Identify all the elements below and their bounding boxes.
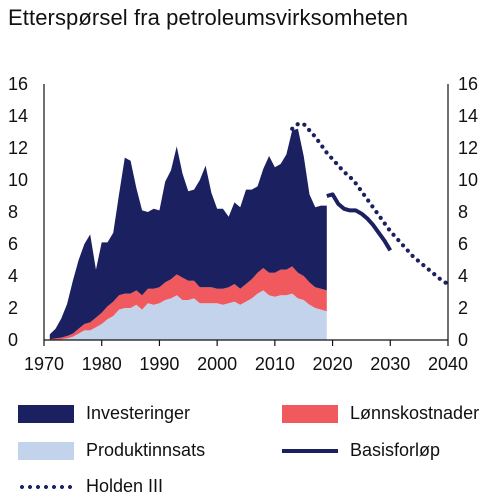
- legend-swatch-investeringer: [18, 404, 74, 423]
- y-tick-label-right: 12: [458, 138, 478, 158]
- y-tick-label-left: 8: [8, 202, 18, 222]
- chart-title: Etterspørsel fra petroleumsvirksomheten: [8, 5, 409, 30]
- x-tick-label: 1980: [82, 354, 122, 374]
- area-lonnskostnader: [49, 266, 327, 340]
- area-produktinnsats: [49, 290, 327, 340]
- y-tick-label-left: 4: [8, 266, 18, 286]
- line-holden-iii: [290, 121, 451, 287]
- legend-swatch-basisforlop: [282, 448, 338, 453]
- y-tick-label-right: 10: [458, 170, 478, 190]
- legend-label-holden-iii: Holden III: [86, 476, 164, 496]
- y-tick-label-right: 0: [458, 330, 468, 350]
- y-tick-label-right: 8: [458, 202, 468, 222]
- y-tick-label-left: 12: [8, 138, 28, 158]
- legend-label-investeringer: Investeringer: [86, 403, 191, 423]
- x-tick-label: 2040: [428, 354, 468, 374]
- x-tick-label: 2010: [255, 354, 295, 374]
- legend-swatch-lonnskostnader: [282, 404, 338, 423]
- legend-item-produktinnsats: Produktinnsats: [18, 440, 205, 461]
- y-tick-label-left: 10: [8, 170, 28, 190]
- y-tick-label-left: 6: [8, 234, 18, 254]
- y-tick-label-left: 14: [8, 106, 28, 126]
- x-tick-label: 1970: [24, 354, 64, 374]
- area-investeringer: [49, 128, 327, 340]
- x-tick-label: 1990: [139, 354, 179, 374]
- line-basisforlop: [326, 192, 392, 252]
- x-tick-label: 2030: [370, 354, 410, 374]
- chart-plot: 0 0 2 2 4 4 6 6 8 8 10 10 12 12 14 14 16 16 1970 1980 1990 20…: [8, 74, 478, 374]
- legend-swatch-holden-iii: [18, 484, 74, 489]
- legend-label-produktinnsats: Produktinnsats: [86, 440, 206, 460]
- legend-label-lonnskostnader: Lønnskostnader: [350, 403, 480, 423]
- y-tick-label-left: 16: [8, 74, 28, 94]
- legend-swatch-produktinnsats: [18, 441, 74, 460]
- y-tick-label-left: 2: [8, 298, 18, 318]
- y-tick-label-right: 2: [458, 298, 468, 318]
- y-tick-label-left: 0: [8, 330, 18, 350]
- y-tick-label-right: 6: [458, 234, 468, 254]
- x-tick-label: 2000: [197, 354, 237, 374]
- legend-item-lonnskostnader: Lønnskostnader: [282, 403, 479, 424]
- y-tick-label-right: 16: [458, 74, 478, 94]
- legend-item-basisforlop: Basisforløp: [282, 440, 440, 461]
- y-tick-label-right: 14: [458, 106, 478, 126]
- legend-item-holden-iii: Holden III: [18, 476, 163, 497]
- y-tick-label-right: 4: [458, 266, 468, 286]
- legend-item-investeringer: Investeringer: [18, 403, 190, 424]
- legend-label-basisforlop: Basisforløp: [350, 440, 441, 460]
- x-tick-label: 2020: [313, 354, 353, 374]
